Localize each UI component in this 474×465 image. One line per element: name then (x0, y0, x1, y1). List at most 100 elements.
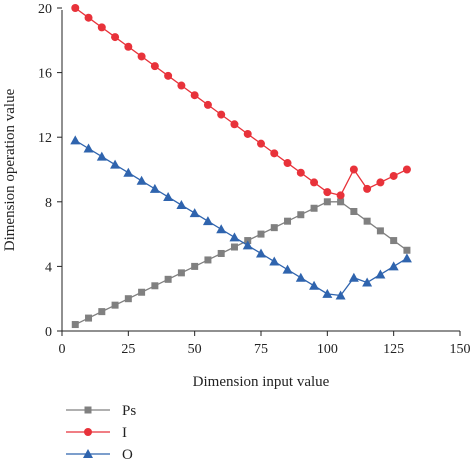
data-point-i (389, 171, 398, 180)
data-point-ps (337, 198, 345, 206)
data-point-o (375, 269, 386, 279)
data-point-ps (297, 211, 305, 219)
data-point-ps (323, 198, 331, 206)
data-point-i (376, 178, 385, 187)
data-point-o (401, 253, 412, 263)
data-point-o (322, 288, 333, 298)
data-point-i (349, 165, 358, 174)
x-tick-label: 150 (450, 342, 471, 357)
data-point-i (323, 188, 332, 197)
data-point-ps (230, 243, 238, 251)
x-tick-label: 100 (317, 342, 338, 357)
data-point-ps (257, 230, 265, 238)
data-point-o (269, 256, 280, 266)
data-point-ps (270, 224, 278, 232)
data-point-ps (191, 262, 199, 270)
legend-marker (84, 406, 92, 414)
data-point-o (295, 272, 306, 282)
data-point-i (283, 159, 292, 168)
data-point-ps (85, 314, 93, 322)
data-point-ps (403, 246, 411, 254)
data-point-i (310, 178, 319, 187)
data-point-ps (177, 269, 185, 277)
data-point-i (217, 110, 226, 119)
data-point-i (84, 13, 93, 22)
data-point-ps (204, 256, 212, 264)
data-point-ps (350, 207, 358, 215)
x-axis-title: Dimension input value (193, 374, 330, 390)
data-point-ps (217, 249, 225, 257)
y-tick-label: 16 (38, 67, 52, 82)
data-point-ps (164, 275, 172, 283)
data-point-i (402, 165, 411, 174)
data-point-o (163, 191, 174, 201)
data-point-i (203, 100, 212, 109)
data-point-o (149, 183, 160, 193)
data-point-i (124, 42, 133, 51)
data-point-ps (151, 282, 159, 290)
data-point-i (137, 52, 146, 61)
y-tick-label: 4 (45, 260, 52, 275)
data-point-o (282, 264, 293, 274)
data-point-i (257, 139, 265, 148)
data-point-i (190, 91, 199, 100)
data-point-o (388, 261, 399, 271)
series-line-i (74, 7, 408, 197)
data-point-i (177, 81, 186, 90)
data-point-i (97, 23, 106, 32)
data-point-o (256, 248, 266, 258)
x-tick-label: 25 (121, 342, 135, 357)
x-tick-label: 75 (254, 342, 268, 357)
data-point-o (362, 277, 373, 287)
data-point-i (270, 149, 279, 158)
data-point-ps (310, 204, 318, 212)
series-layer (70, 4, 412, 329)
data-point-ps (98, 308, 106, 316)
data-point-ps (363, 217, 371, 225)
legend-label: O (122, 447, 133, 463)
data-point-i (71, 4, 80, 12)
data-point-o (83, 143, 94, 153)
data-point-ps (376, 227, 384, 235)
legend-label: Ps (122, 403, 136, 419)
data-point-o (229, 232, 240, 242)
legend-marker (83, 449, 93, 458)
axes (61, 10, 460, 332)
data-point-ps (124, 295, 132, 303)
series-line-ps (74, 201, 408, 326)
series-line-o (74, 139, 408, 297)
data-point-o (123, 167, 134, 177)
data-point-o (189, 208, 200, 218)
data-point-i (363, 184, 372, 193)
legend-label: I (122, 425, 127, 441)
data-point-o (242, 240, 253, 250)
data-point-o (348, 272, 359, 282)
y-tick-label: 8 (45, 196, 52, 211)
data-point-ps (138, 288, 146, 296)
x-tick-label: 0 (59, 342, 66, 357)
x-tick-label: 50 (188, 342, 202, 357)
data-point-i (336, 191, 345, 200)
data-point-o (136, 175, 147, 185)
data-point-ps (390, 237, 398, 245)
data-point-i (296, 168, 305, 177)
y-tick-label: 12 (38, 131, 52, 146)
data-point-o (70, 135, 81, 145)
y-tick-label: 0 (45, 325, 52, 340)
data-point-o (309, 280, 320, 290)
data-point-i (230, 120, 239, 129)
data-point-o (202, 216, 213, 226)
ticks: 0 25 50 75 100 125 150 0 4 8 12 16 20 (38, 2, 471, 357)
data-point-o (176, 200, 187, 210)
data-point-o (335, 290, 346, 300)
data-point-o (110, 159, 121, 169)
data-point-i (150, 62, 159, 71)
data-point-ps (111, 301, 119, 309)
y-axis-title: Dimension operation value (2, 88, 18, 251)
series-ps (71, 198, 411, 329)
legend-marker (84, 428, 92, 436)
legend: Ps IO (66, 403, 136, 463)
series-o (70, 135, 412, 300)
data-point-ps (284, 217, 292, 225)
